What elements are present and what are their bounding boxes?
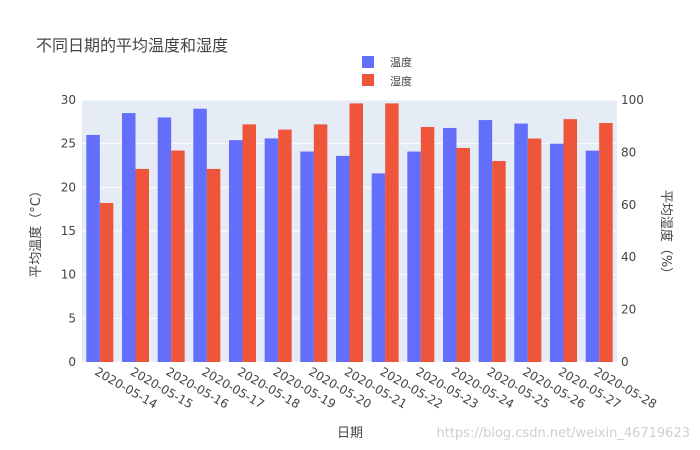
right-tick-label: 40	[621, 250, 636, 264]
bar-humidity	[171, 150, 185, 362]
left-axis-ticks: 0 5 10 15 20 25 30	[61, 93, 76, 369]
right-tick-label: 80	[621, 145, 636, 159]
bar-humidity	[563, 119, 577, 362]
bar-temperature	[407, 151, 421, 362]
right-tick-label: 100	[621, 93, 644, 107]
x-axis-title: 日期	[337, 426, 363, 441]
legend: 温度 湿度	[362, 55, 412, 88]
bar-humidity	[527, 138, 542, 362]
bar-humidity	[242, 124, 256, 362]
right-tick-label: 20	[621, 303, 636, 317]
left-tick-label: 30	[61, 93, 76, 107]
bar-humidity	[385, 103, 399, 362]
bar-temperature	[550, 143, 564, 362]
legend-label-temperature: 温度	[390, 55, 412, 69]
bar-temperature	[443, 127, 457, 363]
bar-humidity	[135, 168, 149, 362]
left-tick-label: 15	[61, 224, 76, 238]
legend-swatch-humidity	[362, 74, 374, 86]
bars	[86, 103, 613, 363]
left-axis-title: 平均温度（°C）	[28, 184, 44, 278]
bar-temperature	[336, 155, 350, 362]
bar-temperature	[264, 138, 279, 362]
bar-temperature	[585, 150, 600, 362]
bar-temperature	[157, 117, 172, 362]
bar-humidity	[456, 147, 470, 362]
left-tick-label: 5	[68, 311, 76, 325]
bar-humidity	[420, 126, 435, 363]
x-axis-ticks: 2020-05-142020-05-152020-05-162020-05-17…	[92, 364, 659, 411]
right-tick-label: 60	[621, 198, 636, 212]
left-tick-label: 20	[61, 180, 76, 194]
bar-humidity	[599, 123, 613, 362]
left-tick-label: 0	[68, 355, 76, 369]
bar-humidity	[492, 161, 506, 362]
legend-label-humidity: 湿度	[390, 74, 412, 88]
bar-humidity	[206, 168, 221, 362]
bar-temperature	[122, 113, 136, 362]
bar-humidity	[313, 124, 328, 362]
right-tick-label: 0	[621, 355, 629, 369]
bar-temperature	[514, 123, 528, 362]
left-tick-label: 25	[61, 137, 76, 151]
legend-swatch-temperature	[362, 56, 374, 68]
right-axis-ticks: 0 20 40 60 80 100	[621, 93, 644, 369]
bar-temperature	[478, 120, 493, 362]
bar-temperature	[371, 173, 386, 362]
watermark: https://blog.csdn.net/weixin_46719623	[436, 426, 690, 441]
bar-temperature	[300, 151, 314, 362]
chart-title: 不同日期的平均温度和湿度	[36, 36, 228, 55]
left-tick-label: 10	[61, 268, 76, 282]
bar-temperature	[229, 140, 243, 362]
bar-temperature	[193, 108, 207, 362]
right-axis-title: 平均湿度（%）	[658, 190, 674, 280]
bar-humidity	[349, 103, 363, 362]
bar-humidity	[99, 202, 114, 362]
bar-humidity	[278, 129, 292, 362]
bar-temperature	[86, 134, 100, 362]
